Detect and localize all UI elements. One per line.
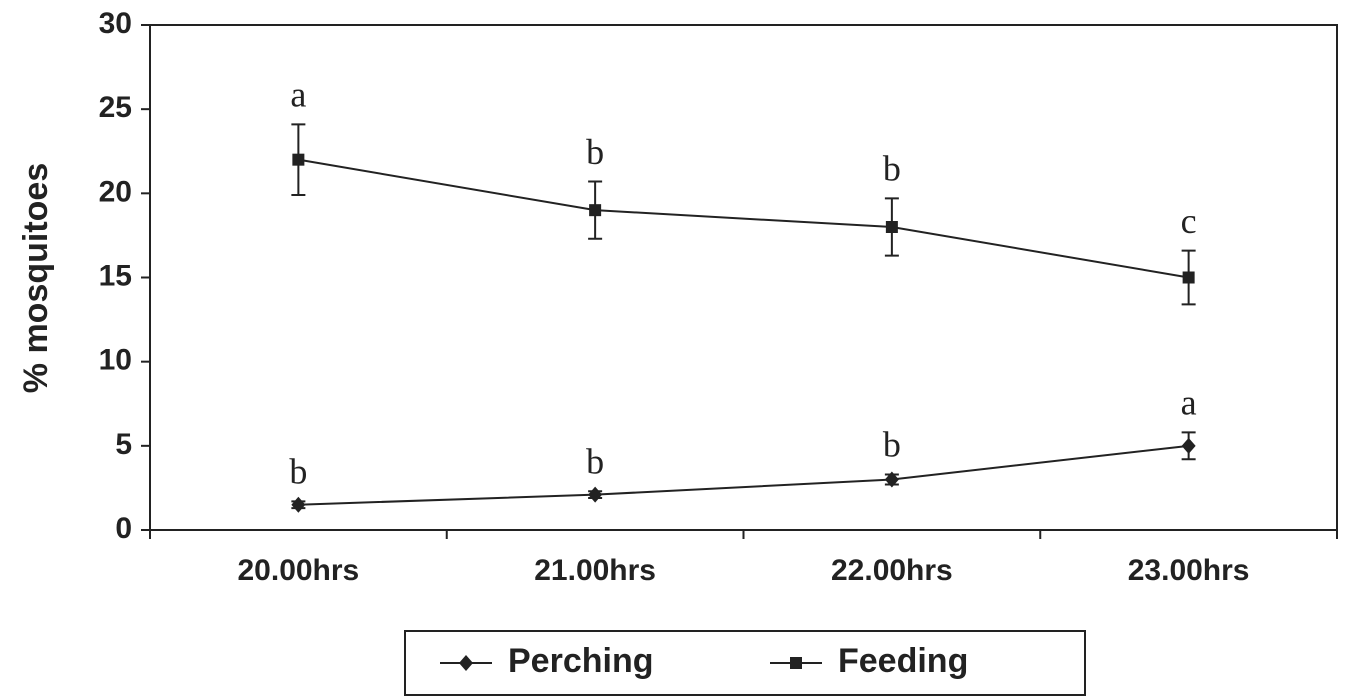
significance-label: b <box>289 452 307 492</box>
y-tick-label: 0 <box>115 512 132 545</box>
data-point <box>885 221 898 233</box>
significance-label: a <box>290 75 306 115</box>
x-tick-label: 21.00hrs <box>534 554 656 587</box>
x-tick-label: 20.00hrs <box>237 554 359 587</box>
legend-marker <box>459 655 473 671</box>
data-point <box>292 153 305 166</box>
series-line <box>298 444 1189 506</box>
data-point <box>1181 437 1196 454</box>
significance-label: c <box>1181 201 1197 241</box>
significance-label: b <box>883 425 901 465</box>
legend-box <box>404 630 1086 696</box>
data-point <box>1182 271 1195 284</box>
data-point <box>589 204 602 217</box>
y-tick-label: 25 <box>99 91 132 124</box>
y-tick-label: 20 <box>99 175 132 208</box>
legend-marker <box>790 657 802 669</box>
y-tick-label: 10 <box>99 344 132 377</box>
x-tick-label: 23.00hrs <box>1128 554 1250 587</box>
legend-label: Feeding <box>838 642 968 680</box>
y-tick-label: 30 <box>99 7 132 40</box>
plot-frame <box>149 24 1338 531</box>
y-tick-label: 15 <box>99 259 132 292</box>
y-axis-label: % mosquitoes <box>17 163 55 393</box>
data-point <box>291 496 306 513</box>
legend-label: Perching <box>508 642 653 680</box>
significance-label: b <box>586 442 604 482</box>
significance-label: b <box>883 149 901 189</box>
significance-label: a <box>1181 383 1197 423</box>
series-line <box>298 158 1189 279</box>
y-tick-label: 5 <box>115 428 132 461</box>
data-point <box>884 471 899 488</box>
data-point <box>588 486 603 503</box>
x-tick-label: 22.00hrs <box>831 554 953 587</box>
significance-label: b <box>586 132 604 172</box>
